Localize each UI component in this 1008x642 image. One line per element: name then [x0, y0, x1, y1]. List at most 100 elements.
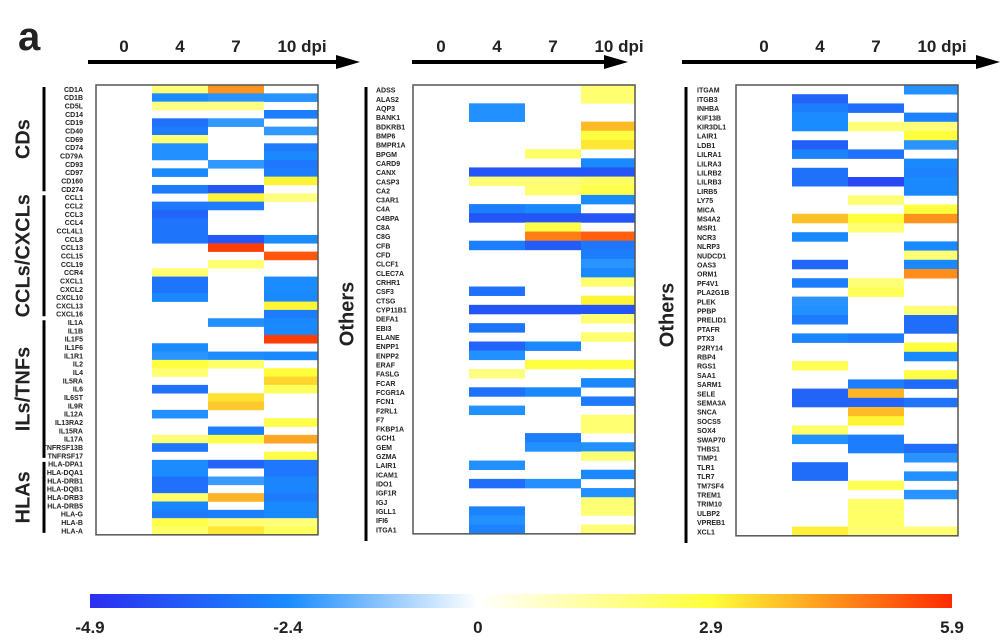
heatmap-cell: [264, 384, 318, 394]
gene-label: CANX: [376, 170, 396, 177]
heatmap-cell: [848, 508, 904, 518]
heatmap-cell: [208, 193, 264, 202]
gene-label: IL9R: [68, 403, 83, 410]
gene-label: CCL3: [65, 212, 83, 219]
heatmap-cell: [469, 341, 525, 351]
gene-label: IGJ: [376, 500, 387, 507]
heatmap-cell: [792, 140, 848, 150]
gene-label: SNCA: [697, 410, 717, 417]
gene-label: CTSG: [376, 298, 396, 305]
heatmap-cell: [208, 509, 264, 519]
heatmap-cell: [469, 103, 525, 113]
heatmap-cell: [152, 93, 208, 102]
gene-label: LILRA3: [697, 161, 722, 168]
gene-label: IL4: [73, 370, 83, 377]
heatmap-cell: [848, 287, 904, 297]
heatmap-cell: [904, 85, 958, 95]
heatmap-cell: [264, 193, 318, 202]
heatmap-cell: [264, 351, 318, 361]
gene-label: TM7SF4: [697, 483, 724, 490]
heatmap-cell: [469, 323, 525, 333]
gene-label: CD160: [61, 178, 83, 185]
gene-label: C3AR1: [376, 198, 399, 205]
heatmap-panel-3: 0 4 7 10 dpi ITGAM ITGB3 INHBA KIF13B KIR3DL1 LAI…: [656, 37, 1000, 543]
heatmap-cell: [264, 309, 318, 319]
heatmap-cell: [904, 370, 958, 380]
heatmap-cell: [581, 359, 635, 370]
heatmap-cell: [469, 405, 525, 416]
heatmap-cell: [469, 213, 525, 223]
heatmap-cell: [525, 341, 581, 351]
heatmap-cell: [581, 139, 635, 150]
heatmap-cell: [152, 284, 208, 294]
heatmap-cell: [848, 480, 904, 491]
heatmap-cell: [792, 361, 848, 371]
gene-label: SEMA3A: [697, 401, 726, 408]
heatmap-cell: [525, 204, 581, 214]
gene-label: LAIR1: [697, 134, 717, 141]
heatmap-cell: [904, 112, 958, 123]
heatmap-cell: [208, 159, 264, 169]
gene-label: TNFRSF13B: [43, 445, 83, 452]
colorbar-tick-label: 2.9: [699, 618, 723, 637]
heatmap-cell: [904, 213, 958, 224]
gene-label: F2RL1: [376, 408, 398, 415]
heatmap-cell: [904, 351, 958, 362]
heatmap-cell: [152, 134, 208, 144]
gene-label: MS4A2: [697, 217, 720, 224]
heatmap-cell: [848, 434, 904, 445]
heatmap-cell: [469, 176, 525, 187]
heatmap-cell: [581, 167, 635, 177]
heatmap-cell: [152, 343, 208, 352]
group-label: Others: [656, 283, 678, 347]
heatmap-cell: [264, 276, 318, 286]
gene-label: IL12A: [64, 412, 83, 419]
gene-label: HLA-B: [61, 520, 83, 527]
gene-label: NCR3: [697, 235, 716, 242]
gene-label: SOCS5: [697, 419, 721, 426]
heatmap-cell: [848, 103, 904, 113]
heatmap-cell: [208, 201, 264, 211]
heatmap-cell: [152, 184, 208, 194]
heatmap-cell: [264, 434, 318, 444]
heatmap-cell: [264, 301, 318, 311]
heatmap-cell: [152, 368, 208, 377]
timepoint-label: 10 dpi: [594, 37, 643, 56]
gene-label: CCR4: [64, 270, 83, 277]
heatmap-cell: [792, 278, 848, 288]
heatmap-cell: [904, 471, 958, 481]
timepoint-label: 7: [871, 37, 880, 56]
gene-label: MSR1: [697, 226, 717, 233]
gene-label: BMP6: [376, 133, 396, 140]
gene-label: C4BPA: [376, 216, 399, 223]
heatmap-cell: [581, 332, 635, 342]
gene-label: CLCF1: [376, 262, 399, 269]
heatmap-cell: [792, 103, 848, 113]
heatmap-cell: [469, 167, 525, 177]
gene-label: IL6: [73, 387, 83, 394]
heatmap-cell: [848, 499, 904, 509]
gene-label: CXCL1: [60, 278, 83, 285]
gene-label: PTX3: [697, 336, 715, 343]
heatmap-cell: [152, 501, 208, 511]
heatmap-cell: [792, 434, 848, 445]
gene-label: CD97: [65, 170, 83, 177]
heatmap-cell: [904, 140, 958, 150]
heatmap-cell: [792, 94, 848, 104]
heatmap-cell: [152, 143, 208, 152]
heatmap-cell: [904, 397, 958, 408]
gene-label: CYP11B1: [376, 308, 407, 315]
gene-label: PPBP: [697, 309, 716, 316]
heatmap-cell: [469, 350, 525, 361]
group-label: CCLs/CXCLs: [12, 194, 34, 317]
heatmap-cell: [264, 168, 318, 177]
gene-label: LY75: [697, 198, 713, 205]
gene-label: DEFA1: [376, 317, 399, 324]
heatmap-cell: [264, 326, 318, 336]
gene-label: P2RY14: [697, 345, 723, 352]
heatmap-cell: [152, 151, 208, 161]
heatmap-cell: [152, 409, 208, 419]
gene-label: BANK1: [376, 115, 400, 122]
gene-label: IL5RA: [63, 378, 83, 385]
heatmap-cell: [208, 234, 264, 244]
